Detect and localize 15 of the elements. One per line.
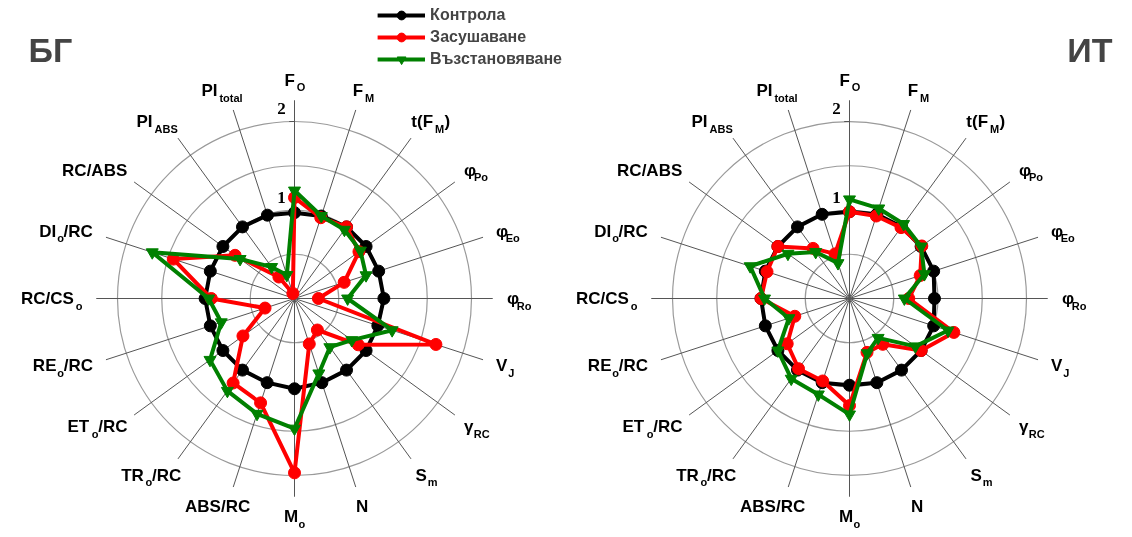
- y-tick-label: 2: [832, 99, 841, 118]
- text: БГ: [28, 30, 73, 69]
- y-tick-label: 2: [277, 99, 286, 118]
- legend-label: Възстановяване: [430, 49, 562, 69]
- chart-title: ИТ: [1067, 30, 1113, 69]
- legend-label: Засушаване: [430, 27, 527, 47]
- spoke-label: RC/ABS: [62, 160, 128, 180]
- spoke-label: N: [910, 496, 924, 516]
- legend-label: Контрола: [430, 5, 506, 25]
- spoke-label: N: [355, 496, 369, 516]
- y-tick-label: 1: [832, 187, 841, 207]
- y-tick-label: 1: [277, 187, 286, 207]
- spoke-label: RC/ABS: [617, 160, 683, 180]
- spoke-label: ABS/RC: [185, 496, 251, 516]
- spoke-label: ABS/RC: [740, 496, 806, 516]
